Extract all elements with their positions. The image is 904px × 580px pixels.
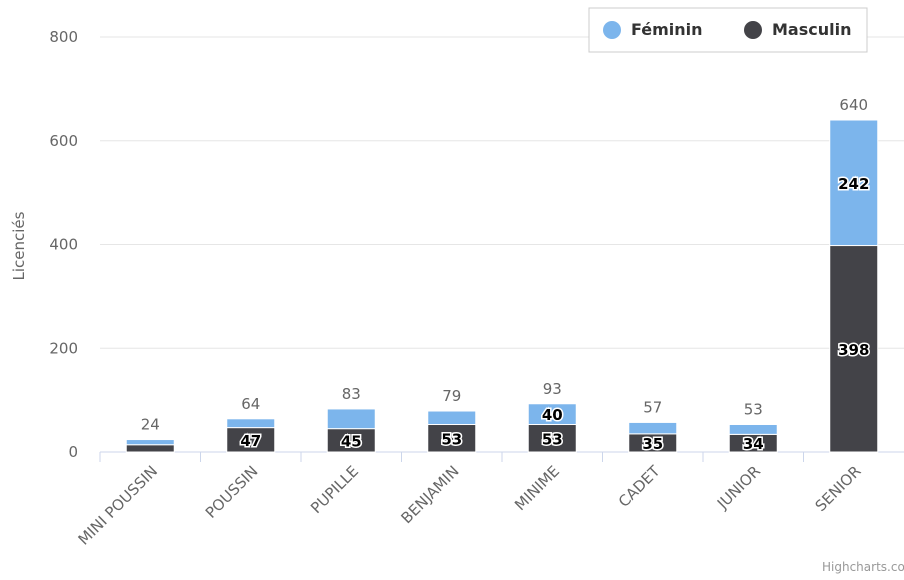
legend-label: Féminin bbox=[631, 20, 703, 39]
y-axis-title: Licenciés bbox=[10, 211, 28, 280]
legend-label: Masculin bbox=[772, 20, 851, 39]
segment-label: 45 bbox=[341, 432, 362, 450]
x-axis-ticks: MINI POUSSIN POUSSIN PUPILLE BENJAMIN MINIME… bbox=[75, 452, 865, 549]
x-tick-label: POUSSIN bbox=[202, 462, 262, 522]
total-label: 57 bbox=[643, 398, 662, 416]
x-tick-label: PUPILLE bbox=[307, 462, 362, 517]
bar-féminin-1[interactable] bbox=[226, 418, 276, 429]
total-label: 64 bbox=[241, 395, 260, 413]
bar-féminin-4[interactable] bbox=[527, 403, 577, 426]
x-tick-label: JUNIOR bbox=[713, 462, 764, 513]
data-labels: 24 47 64 45 83 53 79 53 40 93 35 57 34 53 398 242 640 bbox=[141, 96, 871, 455]
bar-masculin-4[interactable] bbox=[527, 424, 577, 453]
bar-féminin-6[interactable] bbox=[728, 424, 778, 435]
credits-link[interactable]: Highcharts.com bbox=[822, 560, 904, 574]
bar-féminin-2[interactable] bbox=[326, 408, 376, 430]
segment-label: 53 bbox=[542, 430, 563, 448]
total-label: 640 bbox=[839, 96, 868, 114]
total-label: 24 bbox=[141, 416, 160, 434]
bar-masculin-0[interactable] bbox=[125, 444, 175, 453]
segment-label: 40 bbox=[542, 406, 563, 424]
segment-label: 242 bbox=[838, 175, 869, 193]
total-label: 79 bbox=[442, 387, 461, 405]
x-tick-label: SENIOR bbox=[812, 462, 865, 515]
bar-masculin-3[interactable] bbox=[427, 424, 477, 453]
bar-féminin-7[interactable] bbox=[829, 119, 879, 247]
x-tick-label: MINIME bbox=[511, 462, 563, 514]
bar-féminin-3[interactable] bbox=[427, 410, 477, 426]
legend-item-masculin[interactable]: Masculin bbox=[744, 20, 851, 39]
bar-masculin-7[interactable] bbox=[829, 245, 879, 453]
y-tick-label: 800 bbox=[49, 28, 78, 46]
grid-lines bbox=[100, 36, 904, 453]
y-tick-label: 400 bbox=[49, 236, 78, 254]
bar-masculin-1[interactable] bbox=[226, 427, 276, 453]
segment-label: 53 bbox=[441, 430, 462, 448]
x-tick-label: MINI POUSSIN bbox=[75, 462, 161, 548]
legend-item-féminin[interactable]: Féminin bbox=[603, 20, 703, 39]
x-tick-label: CADET bbox=[615, 462, 664, 511]
total-label: 93 bbox=[543, 380, 562, 398]
y-tick-label: 600 bbox=[49, 132, 78, 150]
total-label: 53 bbox=[744, 401, 763, 419]
legend-marker bbox=[744, 21, 762, 39]
x-tick-label: BENJAMIN bbox=[398, 462, 463, 527]
bar-féminin-5[interactable] bbox=[628, 421, 678, 435]
segment-label: 35 bbox=[642, 435, 663, 453]
segment-label: 34 bbox=[743, 435, 764, 453]
legend-box bbox=[588, 7, 868, 53]
bars bbox=[125, 119, 879, 453]
y-axis-ticks: 0 200 400 600 800 bbox=[49, 28, 78, 461]
legend[interactable]: Féminin Masculin bbox=[588, 7, 868, 53]
legend-marker bbox=[603, 21, 621, 39]
bar-féminin-0[interactable] bbox=[125, 439, 175, 446]
segment-label: 398 bbox=[838, 341, 869, 359]
y-tick-label: 200 bbox=[49, 339, 78, 357]
y-tick-label: 0 bbox=[68, 443, 78, 461]
total-label: 83 bbox=[342, 385, 361, 403]
segment-label: 47 bbox=[240, 432, 261, 450]
